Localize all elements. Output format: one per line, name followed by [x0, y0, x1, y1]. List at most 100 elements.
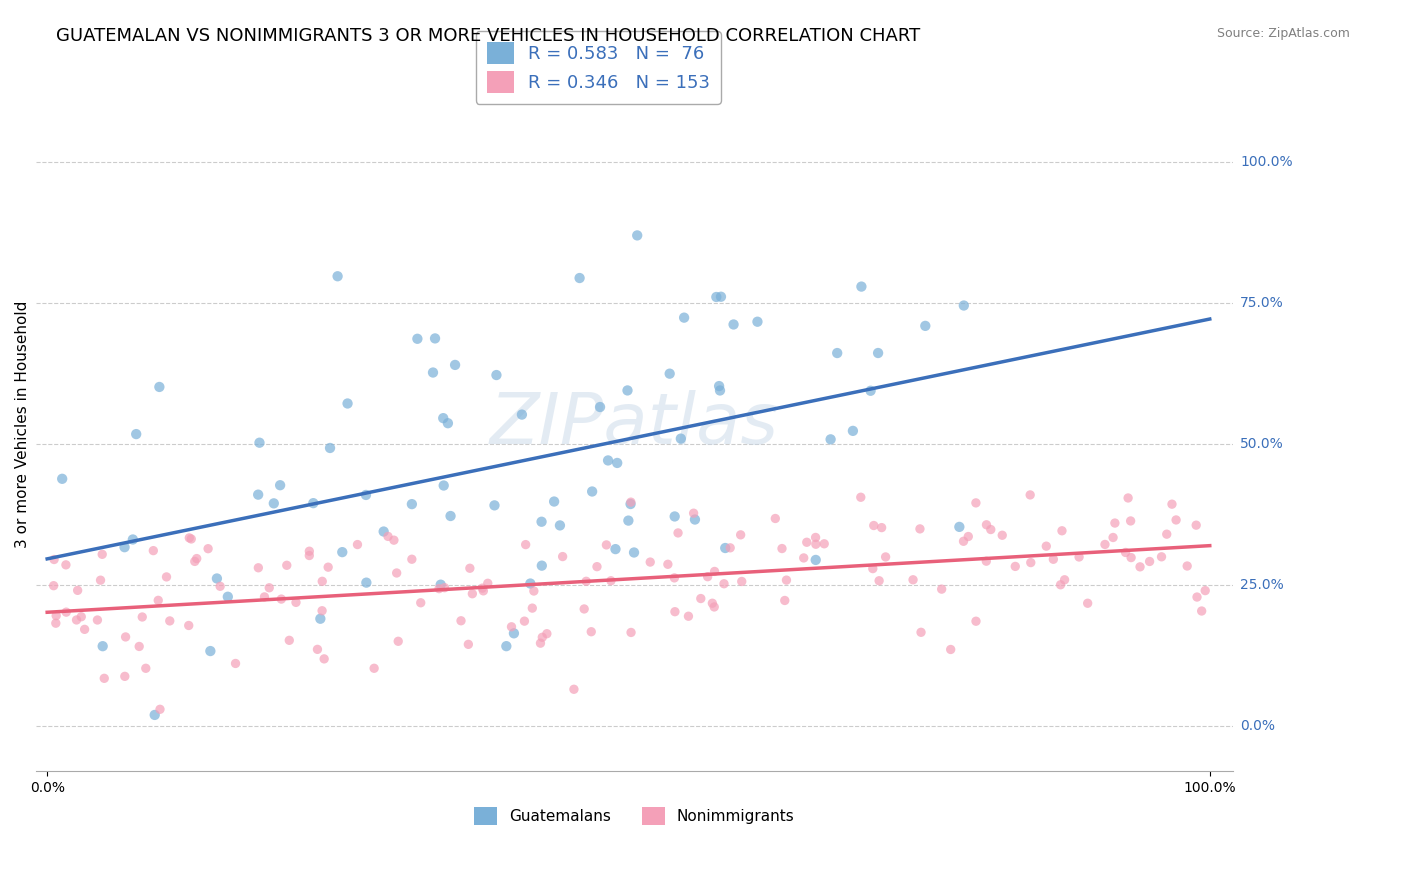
Point — [197, 541, 219, 556]
Point — [513, 614, 536, 628]
Point — [770, 541, 793, 556]
Point — [42, 579, 65, 593]
Point — [678, 609, 700, 624]
Point — [548, 518, 571, 533]
Point — [373, 524, 395, 539]
Point — [910, 625, 932, 640]
Point — [522, 601, 544, 615]
Point — [209, 579, 232, 593]
Point — [673, 310, 696, 325]
Point — [382, 533, 405, 548]
Point — [270, 592, 292, 607]
Point — [1150, 549, 1173, 564]
Point — [114, 540, 136, 554]
Point — [128, 640, 150, 654]
Point — [495, 639, 517, 653]
Point — [710, 290, 733, 304]
Point — [1161, 497, 1184, 511]
Point — [1102, 531, 1125, 545]
Point — [177, 618, 200, 632]
Point — [314, 652, 336, 666]
Point — [377, 529, 399, 543]
Point — [406, 332, 429, 346]
Point — [862, 518, 884, 533]
Point — [257, 581, 280, 595]
Point — [870, 520, 893, 534]
Point — [704, 290, 727, 304]
Point — [664, 509, 686, 524]
Point — [429, 577, 451, 591]
Point — [796, 535, 818, 549]
Text: 25.0%: 25.0% — [1240, 578, 1284, 592]
Point — [1156, 527, 1178, 541]
Point — [91, 639, 114, 653]
Point — [731, 574, 754, 589]
Point — [626, 228, 648, 243]
Point — [1116, 491, 1139, 505]
Point — [461, 587, 484, 601]
Point — [149, 702, 172, 716]
Point — [217, 590, 239, 604]
Point — [606, 456, 628, 470]
Point — [530, 515, 553, 529]
Point — [1104, 516, 1126, 530]
Point — [953, 299, 976, 313]
Point — [356, 575, 378, 590]
Text: Source: ZipAtlas.com: Source: ZipAtlas.com — [1216, 27, 1350, 40]
Point — [1035, 539, 1057, 553]
Point — [682, 506, 704, 520]
Point — [658, 367, 681, 381]
Point — [868, 574, 890, 588]
Point — [263, 496, 285, 510]
Point — [515, 538, 537, 552]
Point — [683, 512, 706, 526]
Point — [952, 534, 974, 549]
Point — [536, 626, 558, 640]
Point — [484, 499, 506, 513]
Point — [401, 552, 423, 566]
Point — [45, 608, 67, 623]
Point — [689, 591, 711, 606]
Point — [616, 384, 638, 398]
Point — [1019, 556, 1042, 570]
Point — [562, 682, 585, 697]
Point — [86, 613, 108, 627]
Point — [575, 574, 598, 589]
Point — [269, 478, 291, 492]
Point — [433, 478, 456, 492]
Point — [669, 432, 692, 446]
Point — [730, 528, 752, 542]
Point — [225, 657, 247, 671]
Point — [664, 571, 686, 585]
Point — [551, 549, 574, 564]
Point — [664, 605, 686, 619]
Point — [901, 573, 924, 587]
Point — [45, 616, 67, 631]
Point — [519, 576, 541, 591]
Point — [875, 549, 897, 564]
Point — [620, 625, 643, 640]
Point — [723, 318, 745, 332]
Point — [974, 554, 997, 568]
Point — [1175, 559, 1198, 574]
Point — [437, 416, 460, 430]
Point — [444, 358, 467, 372]
Point — [319, 441, 342, 455]
Point — [842, 424, 865, 438]
Point — [73, 623, 96, 637]
Point — [531, 630, 554, 644]
Point — [1004, 559, 1026, 574]
Point — [253, 590, 276, 604]
Point — [401, 497, 423, 511]
Point — [530, 558, 553, 573]
Point — [131, 610, 153, 624]
Point — [1067, 549, 1090, 564]
Point — [1115, 545, 1137, 559]
Point — [657, 558, 679, 572]
Point — [623, 545, 645, 559]
Point — [914, 318, 936, 333]
Point — [718, 541, 741, 555]
Point — [186, 551, 208, 566]
Point — [298, 549, 321, 563]
Point — [510, 408, 533, 422]
